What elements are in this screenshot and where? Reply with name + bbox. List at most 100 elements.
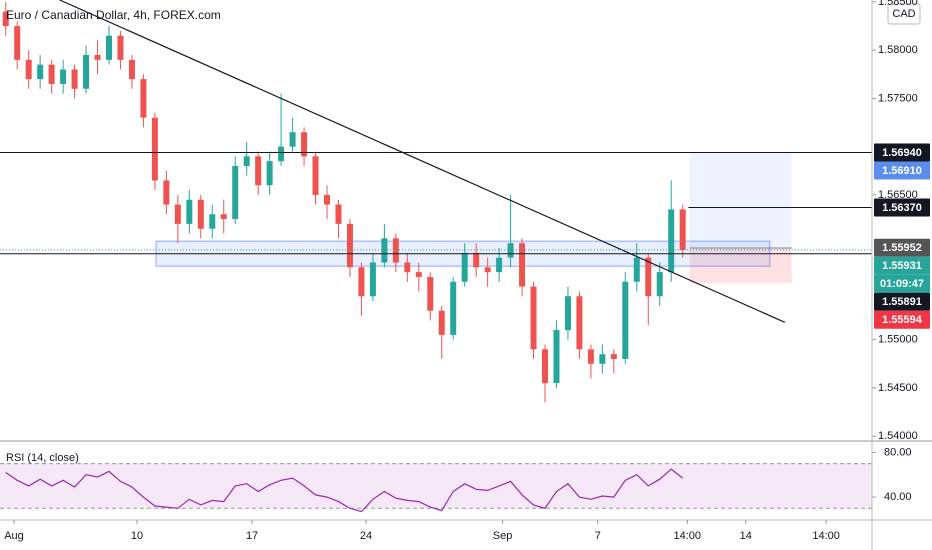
candle-body xyxy=(668,209,675,273)
candle-body xyxy=(473,252,480,268)
candle-body xyxy=(404,262,411,273)
candle-body xyxy=(553,330,560,384)
candle-body xyxy=(174,204,181,224)
currency[interactable]: CAD xyxy=(892,8,915,20)
rsi-tick-label: 80.00 xyxy=(884,446,912,458)
candle-body xyxy=(496,257,503,273)
y-tick-label: 1.55000 xyxy=(878,334,918,346)
candle-body xyxy=(37,64,44,80)
x-tick-label: 7 xyxy=(595,530,601,542)
candle-body xyxy=(128,59,135,80)
candle-body xyxy=(576,296,583,350)
x-tick-label: 14:00 xyxy=(674,530,702,542)
candle-body xyxy=(645,257,652,297)
trend-line xyxy=(59,0,786,323)
candle-body xyxy=(507,243,514,258)
candle-body xyxy=(656,272,663,297)
price-label: 1.56370 xyxy=(882,202,922,214)
candle-body xyxy=(25,59,32,80)
candle-body xyxy=(301,132,308,157)
candle-body xyxy=(324,194,330,205)
y-tick-label: 1.54500 xyxy=(878,382,918,394)
price-label-box xyxy=(874,256,930,275)
candle-body xyxy=(48,64,55,84)
candle-body xyxy=(530,286,537,350)
candle-body xyxy=(106,35,112,60)
price-label: 1.55952 xyxy=(882,242,922,254)
candle-body xyxy=(622,281,629,359)
price-label-box xyxy=(874,238,930,257)
price-label-box xyxy=(874,274,930,293)
candle-body xyxy=(209,214,216,229)
candle-body xyxy=(438,310,445,335)
candle-body xyxy=(117,35,124,60)
rsi-line xyxy=(5,468,684,513)
price-label-box xyxy=(874,161,930,180)
candle-body xyxy=(610,354,617,359)
candle-body xyxy=(14,26,21,60)
chart-title: Euro / Canadian Dollar, 4h, FOREX.com xyxy=(6,8,221,22)
x-tick-label: 10 xyxy=(131,530,143,542)
candle-body xyxy=(197,199,204,229)
candle-body xyxy=(289,132,296,147)
candle-body xyxy=(415,272,422,277)
y-tick-label: 1.57500 xyxy=(878,92,918,104)
candle-body xyxy=(335,204,342,224)
y-tick-label: 1.56500 xyxy=(878,189,918,201)
candle-body xyxy=(564,296,571,331)
candle-body xyxy=(186,199,193,224)
candle-body xyxy=(358,267,365,297)
candle-body xyxy=(266,161,273,186)
candle-body xyxy=(2,11,9,27)
candle-body xyxy=(346,223,353,268)
candle-body xyxy=(312,156,319,195)
candle-body xyxy=(369,262,376,297)
candle-body xyxy=(679,209,686,250)
price-label-box xyxy=(874,143,930,162)
candle-body xyxy=(587,349,594,364)
target-area xyxy=(689,152,792,249)
y-tick-label: 1.58000 xyxy=(878,44,918,56)
candle-body xyxy=(255,156,262,186)
candle-body xyxy=(278,146,285,162)
currency-box[interactable] xyxy=(887,3,921,25)
x-tick-label: 17 xyxy=(246,530,258,542)
candle-body xyxy=(461,252,468,282)
candle-body xyxy=(450,281,457,335)
price-label: 1.56940 xyxy=(882,147,922,159)
price-label: 1.55594 xyxy=(882,314,923,326)
price-label: 1.55891 xyxy=(882,296,922,308)
candle-body xyxy=(71,69,78,89)
x-tick-label: Aug xyxy=(4,530,24,542)
candle-body xyxy=(243,156,250,166)
y-tick-label: 1.58500 xyxy=(878,0,918,8)
candle-body xyxy=(220,214,227,220)
candle-body xyxy=(232,165,239,220)
price-label-box xyxy=(874,198,930,217)
rsi-title: RSI (14, close) xyxy=(6,452,79,464)
candle-body xyxy=(392,238,399,263)
candle-body xyxy=(60,69,67,84)
price-label: 01:09:47 xyxy=(880,278,924,290)
price-label-box xyxy=(874,292,930,311)
candle-body xyxy=(163,180,170,205)
candle-body xyxy=(151,117,158,181)
rsi-band xyxy=(0,463,872,509)
candle-body xyxy=(542,349,548,384)
candle-body xyxy=(83,55,90,89)
candle-body xyxy=(427,276,434,311)
x-tick-label: Sep xyxy=(493,530,513,542)
candle-body xyxy=(633,257,640,282)
price-label-box xyxy=(874,310,930,329)
candle-body xyxy=(94,55,101,60)
rsi-tick-label: 40.00 xyxy=(884,491,912,503)
x-tick-label: 14:00 xyxy=(812,530,840,542)
price-label: 1.55931 xyxy=(882,260,922,272)
candle-body xyxy=(519,243,526,287)
candle-body xyxy=(140,79,147,118)
candle-body xyxy=(599,354,606,364)
y-tick-label: 1.54000 xyxy=(878,430,918,442)
x-tick-label: 24 xyxy=(360,530,372,542)
price-label: 1.56910 xyxy=(882,165,922,177)
